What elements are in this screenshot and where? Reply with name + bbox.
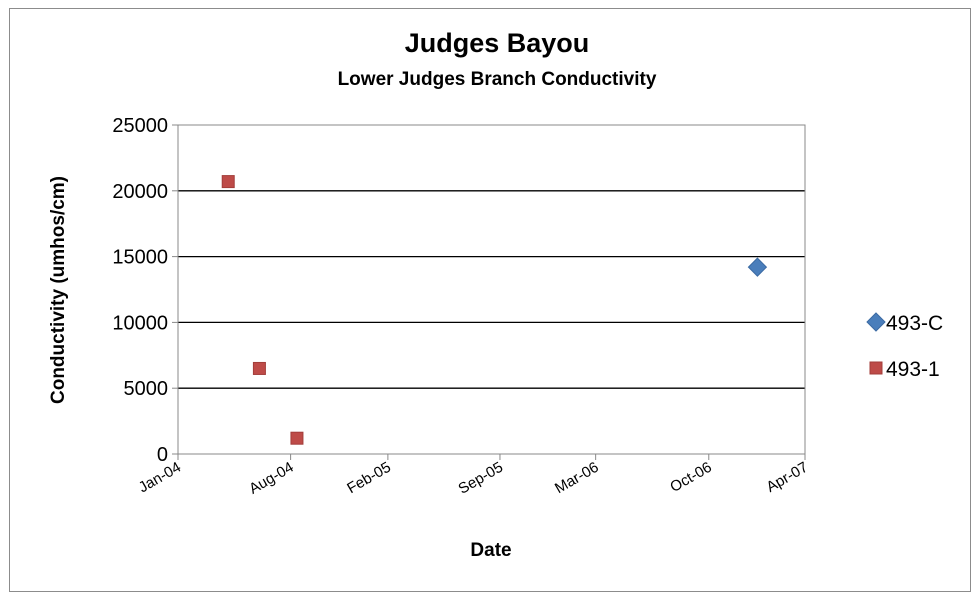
y-tick-label-5: 25000 xyxy=(112,115,168,137)
y-axis-tick-labels: 0 5000 10000 15000 20000 25000 xyxy=(112,115,168,466)
x-axis-tick-labels: Jan-04 Aug-04 Feb-05 Sep-05 Mar-06 Oct-06 Apr-… xyxy=(136,459,811,498)
y-tick-label-2: 10000 xyxy=(112,312,168,334)
data-markers xyxy=(221,175,768,445)
data-point-493-1-2 xyxy=(290,431,304,445)
legend-label-493-C: 493-C xyxy=(886,312,943,335)
legend-marker-493-C xyxy=(866,312,886,332)
y-axis-label: Conductivity (umhos/cm) xyxy=(48,176,69,404)
y-tick-label-3: 15000 xyxy=(112,247,168,269)
data-point-493-1-0 xyxy=(221,175,235,189)
data-point-493-C-0 xyxy=(747,257,768,277)
x-tick-label-3: Sep-05 xyxy=(456,459,506,498)
chart-title: Judges Bayou xyxy=(405,28,590,58)
gridlines xyxy=(172,124,806,460)
legend-marker-493-1 xyxy=(869,361,883,375)
legend-label-493-1: 493-1 xyxy=(886,358,940,381)
y-tick-label-1: 5000 xyxy=(124,378,169,400)
chart-area-border xyxy=(9,8,971,592)
chart-subtitle: Lower Judges Branch Conductivity xyxy=(338,69,657,90)
x-tick-label-2: Feb-05 xyxy=(344,459,394,497)
y-tick-label-4: 20000 xyxy=(112,181,168,203)
x-tick-label-5: Oct-06 xyxy=(667,459,714,496)
y-tick-label-0: 0 xyxy=(157,444,168,466)
x-tick-label-6: Apr-07 xyxy=(764,459,811,496)
x-axis-label: Date xyxy=(470,540,511,561)
x-tick-label-1: Aug-04 xyxy=(246,459,296,498)
legend: 493-C 493-1 xyxy=(866,312,943,381)
x-tick-label-4: Mar-06 xyxy=(552,459,602,497)
data-point-493-1-1 xyxy=(252,361,266,375)
plot-area xyxy=(177,124,806,455)
